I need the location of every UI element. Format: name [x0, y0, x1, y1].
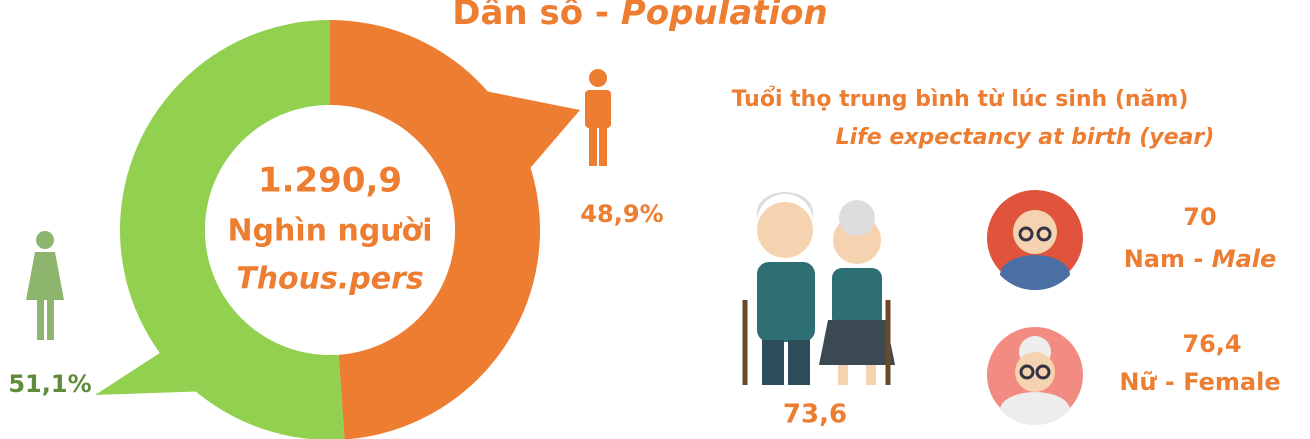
value-label: 48,9% — [580, 200, 663, 228]
unit-vi: Nghìn người — [227, 214, 432, 249]
female-name: Nữ - Female — [1119, 368, 1280, 396]
value-label: 51,1% — [8, 370, 91, 398]
female-value: 76,4 — [1182, 330, 1241, 358]
life-title-en: Life expectancy at birth (year) — [836, 125, 1215, 150]
title-vi: Dân số - — [452, 0, 609, 33]
title-en: Population — [621, 0, 828, 33]
female-icon — [26, 231, 64, 340]
male-name-en: Male — [1212, 245, 1277, 273]
total: 1.290,9 — [258, 161, 402, 201]
chart-title: Dân số - Population — [452, 0, 828, 33]
unit-en: Thous.pers — [236, 262, 424, 297]
male-name: Nam - Male — [1124, 245, 1277, 273]
male-name-vi: Nam - — [1124, 245, 1204, 273]
male-avatar — [987, 190, 1083, 290]
male-value: 70 — [1183, 203, 1216, 231]
female-avatar — [987, 327, 1083, 425]
life-title-vi: Tuổi thọ trung bình từ lúc sinh (năm) — [732, 86, 1189, 112]
male-icon — [585, 69, 611, 166]
infographic: Dân số - Population 1.290,9 Nghìn người … — [0, 0, 1310, 439]
elderly-couple — [745, 192, 895, 385]
overall-value: 73,6 — [783, 400, 847, 430]
